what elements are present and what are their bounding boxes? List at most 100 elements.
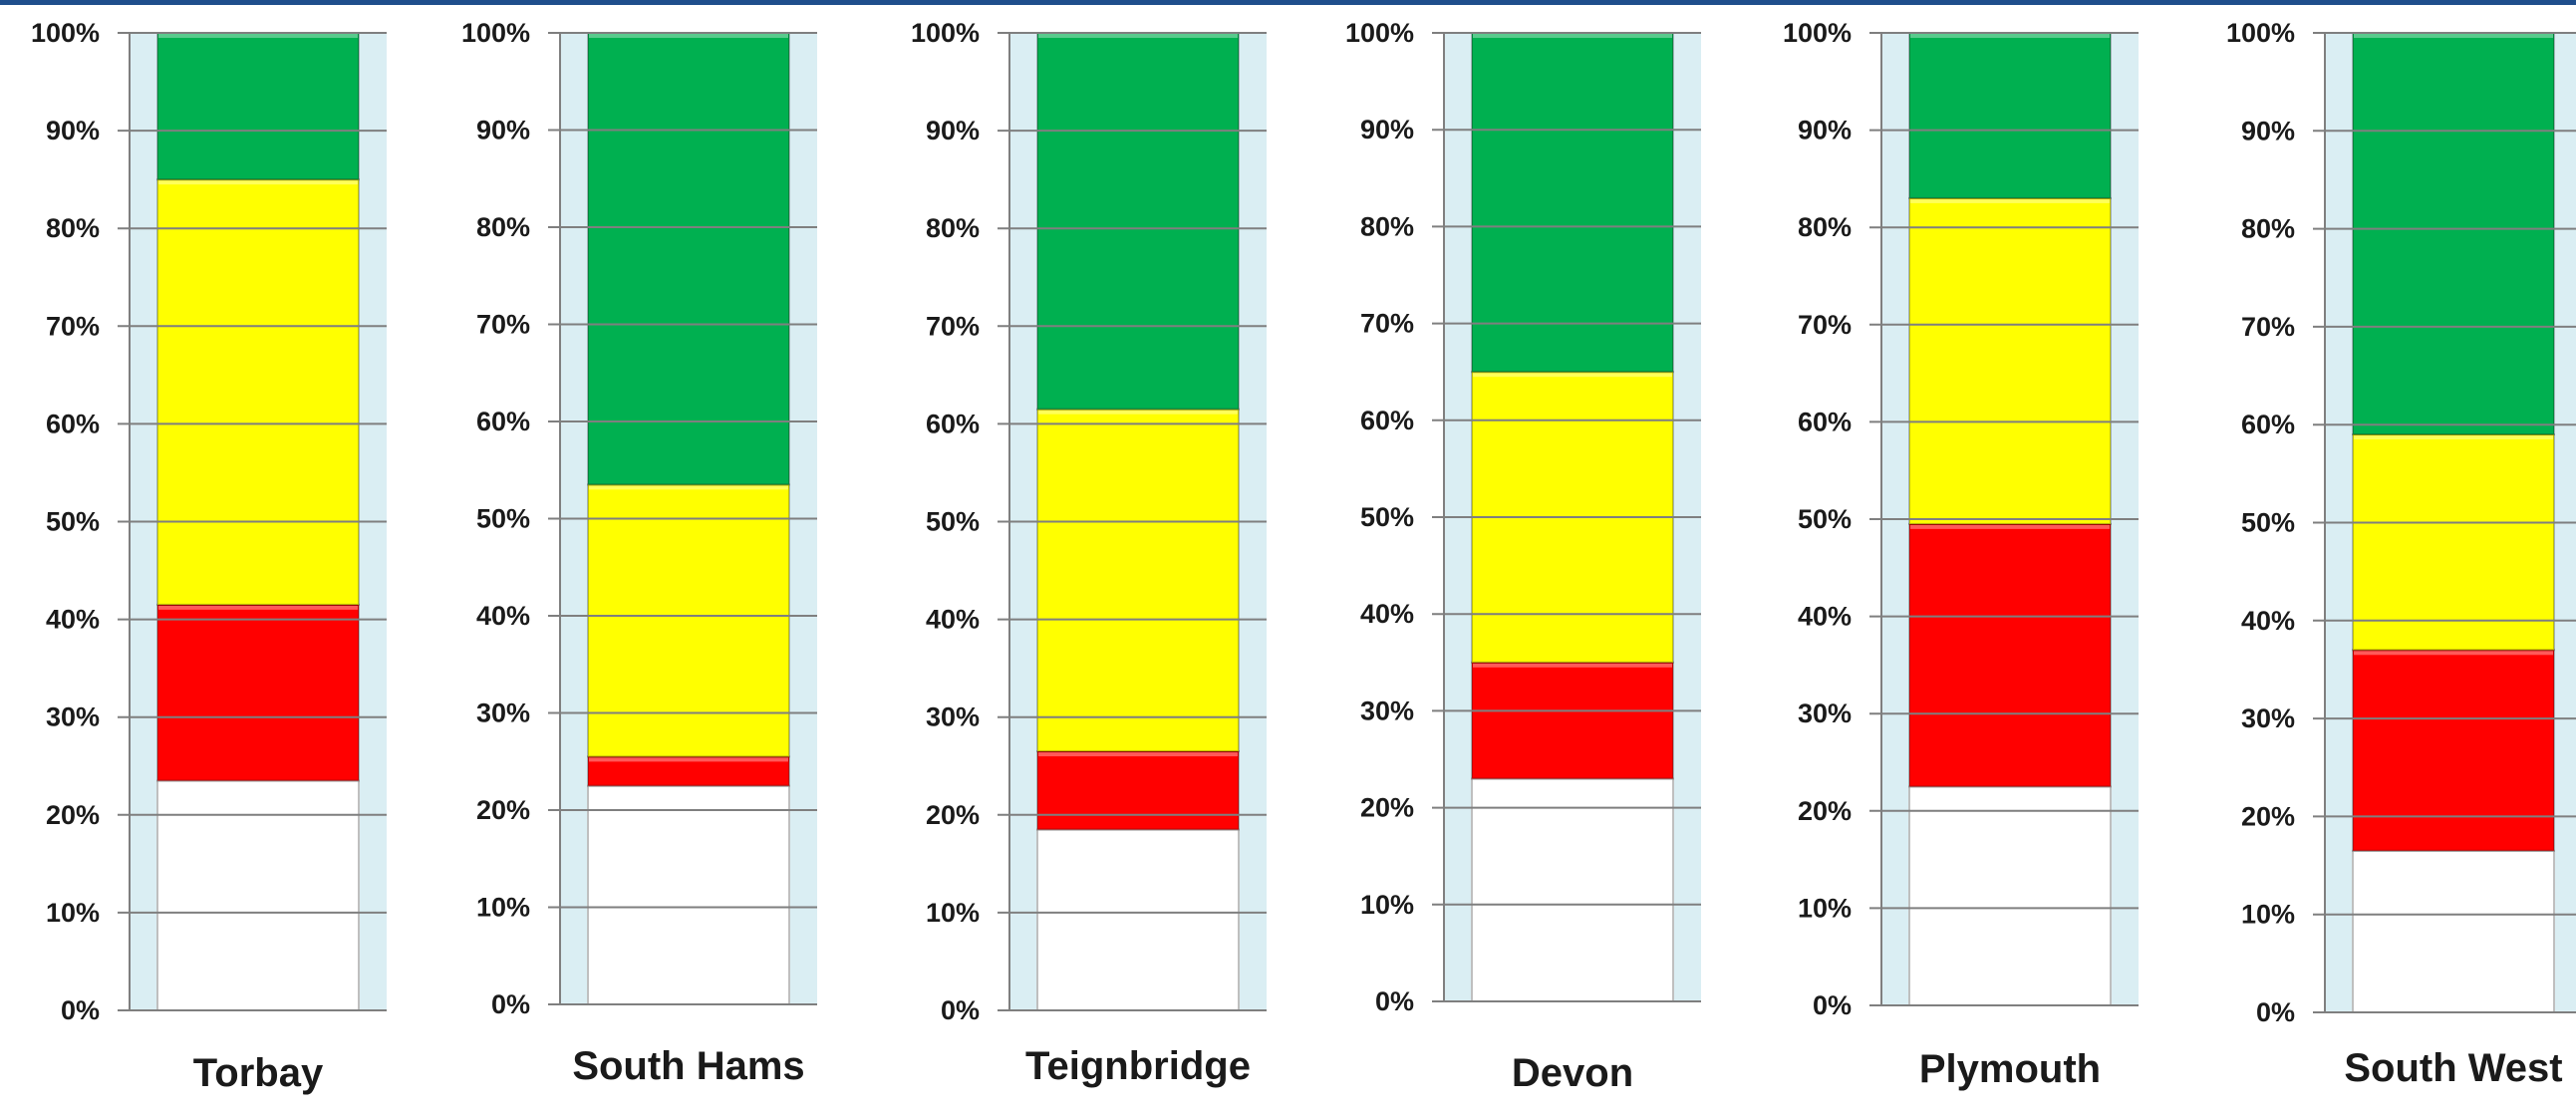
bar-segment-south-west-3	[2352, 32, 2555, 436]
category-label-plymouth: Plymouth	[1919, 1047, 2101, 1091]
bar-segment-highlight	[2354, 34, 2553, 38]
y-tick-label: 10%	[1798, 893, 1852, 923]
y-tick-label: 30%	[1798, 698, 1852, 728]
y-tick-label: 60%	[476, 407, 530, 436]
bar-segment-highlight	[1038, 34, 1238, 38]
y-tick-label: 90%	[2241, 116, 2295, 145]
y-tick-label: 60%	[1798, 407, 1852, 436]
y-tick-label: 20%	[1798, 796, 1852, 826]
bar-segment-highlight	[158, 180, 358, 185]
y-tick-label: 70%	[46, 311, 100, 341]
y-tick-label: 80%	[2241, 214, 2295, 244]
bar-segment-plymouth-0	[1908, 785, 2112, 1007]
y-tick-label: 90%	[46, 116, 100, 145]
y-tick-label: 70%	[2241, 312, 2295, 342]
bar-segment-teignbridge-3	[1036, 32, 1240, 411]
bar-segment-devon-3	[1471, 32, 1674, 374]
bar-segment-highlight	[1473, 663, 1672, 668]
y-tick-label: 80%	[476, 212, 530, 242]
bar-segment-teignbridge-1	[1036, 750, 1240, 831]
bar-segment-south-hams-0	[587, 784, 790, 1005]
bar-segment-south-hams-2	[587, 483, 790, 758]
y-tick-label: 100%	[31, 18, 100, 48]
y-tick-label: 60%	[46, 409, 100, 438]
y-tick-label: 30%	[46, 702, 100, 732]
y-tick-label: 90%	[926, 116, 980, 145]
y-tick-label: 90%	[476, 116, 530, 145]
y-tick-label: 100%	[1345, 18, 1414, 48]
y-tick-label: 40%	[926, 605, 980, 635]
y-tick-label: 90%	[1360, 115, 1414, 144]
bar-segment-highlight	[589, 34, 788, 38]
y-tick-label: 20%	[1360, 793, 1414, 823]
bar-segment-highlight	[1910, 34, 2110, 38]
y-tick-label: 50%	[46, 507, 100, 537]
bar-segment-highlight	[589, 485, 788, 490]
bar-segment-torbay-2	[156, 178, 360, 606]
y-tick-label: 50%	[2241, 508, 2295, 538]
y-tick-label: 0%	[61, 995, 100, 1025]
y-tick-label: 0%	[941, 995, 980, 1025]
y-tick-label: 80%	[46, 213, 100, 243]
bar-segment-south-west-2	[2352, 433, 2555, 652]
y-tick-label: 90%	[1798, 116, 1852, 145]
y-tick-label: 50%	[926, 507, 980, 537]
top-accent-bar	[0, 0, 2576, 5]
y-tick-label: 100%	[911, 18, 980, 48]
y-tick-label: 10%	[476, 893, 530, 923]
y-tick-label: 10%	[926, 898, 980, 928]
y-tick-label: 10%	[46, 898, 100, 928]
y-tick-label: 0%	[2256, 997, 2295, 1027]
y-tick-label: 70%	[1360, 309, 1414, 339]
y-tick-label: 20%	[2241, 801, 2295, 831]
y-tick-label: 80%	[1360, 211, 1414, 241]
y-tick-label: 50%	[1360, 502, 1414, 532]
bar-segment-teignbridge-2	[1036, 408, 1240, 753]
y-tick-label: 30%	[2241, 703, 2295, 733]
y-tick-label: 20%	[926, 800, 980, 830]
bar-segment-plymouth-1	[1908, 522, 2112, 788]
bar-segment-devon-0	[1471, 777, 1674, 1002]
bar-segment-torbay-0	[156, 779, 360, 1012]
category-label-teignbridge: Teignbridge	[1025, 1044, 1251, 1088]
y-tick-label: 10%	[2241, 900, 2295, 930]
bar-segment-south-west-1	[2352, 649, 2555, 852]
y-tick-label: 40%	[2241, 606, 2295, 636]
y-tick-label: 40%	[46, 605, 100, 635]
y-tick-label: 0%	[1375, 986, 1414, 1016]
y-tick-label: 30%	[1360, 696, 1414, 725]
bar-segment-highlight	[1038, 752, 1238, 757]
y-tick-label: 30%	[926, 702, 980, 732]
y-tick-label: 70%	[476, 310, 530, 340]
y-tick-label: 10%	[1360, 890, 1414, 920]
y-tick-label: 20%	[476, 795, 530, 825]
y-tick-label: 80%	[1798, 212, 1852, 242]
y-tick-label: 0%	[491, 989, 530, 1019]
bar-segment-highlight	[1473, 373, 1672, 378]
y-tick-label: 40%	[1360, 599, 1414, 629]
bar-segment-highlight	[589, 757, 788, 762]
bar-segment-devon-1	[1471, 661, 1674, 780]
bar-segment-south-hams-3	[587, 32, 790, 486]
y-tick-label: 70%	[926, 311, 980, 341]
y-tick-label: 30%	[476, 698, 530, 728]
bar-segment-teignbridge-0	[1036, 828, 1240, 1012]
y-tick-label: 0%	[1813, 990, 1852, 1020]
y-tick-label: 100%	[2226, 18, 2295, 48]
y-tick-label: 60%	[926, 409, 980, 438]
bar-segment-highlight	[1038, 410, 1238, 415]
category-label-devon: Devon	[1512, 1051, 1633, 1095]
category-label-torbay: Torbay	[193, 1051, 324, 1095]
bar-segment-south-west-0	[2352, 849, 2555, 1013]
y-tick-label: 100%	[461, 18, 530, 48]
bar-segment-torbay-1	[156, 603, 360, 782]
bar-segment-highlight	[1910, 198, 2110, 203]
bar-segment-highlight	[158, 34, 358, 38]
bar-segment-highlight	[2354, 435, 2553, 440]
category-label-south-west: South West	[2344, 1046, 2562, 1090]
y-tick-label: 100%	[1783, 18, 1852, 48]
bar-segment-highlight	[1910, 524, 2110, 529]
bar-segment-torbay-3	[156, 32, 360, 181]
y-tick-label: 20%	[46, 800, 100, 830]
